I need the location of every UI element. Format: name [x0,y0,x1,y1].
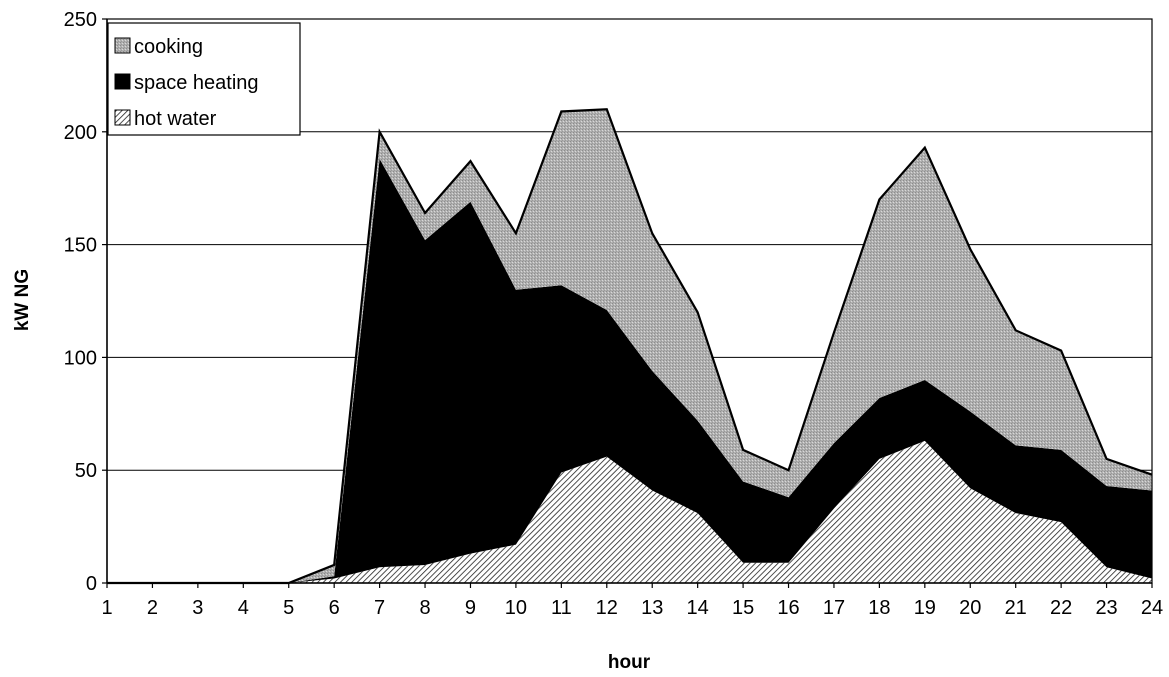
x-tick-label: 20 [959,597,981,619]
area-space-heating [107,158,1152,583]
y-tick-labels: 0 50 100 150 200 250 [64,9,107,595]
x-tick-label: 7 [374,597,385,619]
area-hot-water [107,440,1152,583]
y-tick-label: 100 [64,347,97,369]
x-tick-label: 16 [777,597,799,619]
x-tick-label: 23 [1095,597,1117,619]
y-tick-label: 150 [64,235,97,257]
x-tick-label: 21 [1005,597,1027,619]
x-tick-label: 14 [687,597,709,619]
legend-swatch-space-heating [114,73,131,90]
legend-label-space-heating: space heating [134,72,259,94]
x-tick-label: 5 [283,597,294,619]
x-tick-labels: 1 2 3 4 5 6 7 8 9 10 11 12 13 14 15 16 17 18 19 20 21 22 23 24 [101,583,1163,619]
x-axis-title: hour [608,652,651,673]
legend-box [107,22,301,136]
area-cooking [107,109,1152,584]
x-tick-label: 8 [419,597,430,619]
x-tick-label: 12 [596,597,618,619]
x-tick-label: 4 [238,597,249,619]
x-tick-label: 6 [329,597,340,619]
x-tick-label: 24 [1141,597,1163,619]
x-tick-label: 13 [641,597,663,619]
x-tick-label: 9 [465,597,476,619]
legend-label-hot-water: hot water [134,108,217,130]
y-tick-label: 0 [86,573,97,595]
legend-swatch-cooking [114,37,131,54]
y-axis-title: kW NG [12,269,33,331]
x-tick-label: 18 [868,597,890,619]
x-tick-label: 19 [914,597,936,619]
x-tick-label: 3 [192,597,203,619]
stacked-areas [107,108,1153,585]
x-tick-label: 17 [823,597,845,619]
y-tick-label: 50 [75,460,97,482]
y-tick-label: 200 [64,122,97,144]
legend-label-cooking: cooking [134,36,203,58]
x-tick-label: 22 [1050,597,1072,619]
x-tick-label: 10 [505,597,527,619]
legend: cooking space heating hot water [107,22,301,136]
legend-swatch-hot-water [114,109,131,126]
x-tick-label: 2 [147,597,158,619]
x-tick-label: 11 [551,597,572,619]
x-tick-label: 1 [101,597,112,619]
axes [106,18,1153,584]
x-tick-label: 15 [732,597,754,619]
y-tick-label: 250 [64,9,97,31]
